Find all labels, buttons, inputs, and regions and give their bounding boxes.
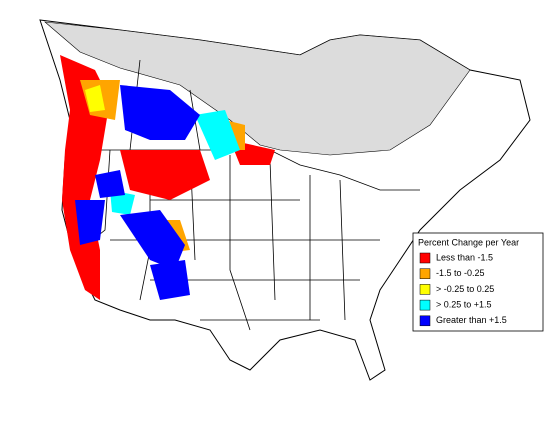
data-patches: [60, 55, 275, 300]
legend-box: [412, 232, 544, 332]
patch: [95, 170, 125, 198]
legend-swatch: [419, 268, 431, 279]
legend: Percent Change per Year Less than -1.5 -1…: [412, 232, 544, 332]
patch: [75, 200, 105, 245]
patch: [85, 85, 105, 112]
patch: [120, 210, 185, 270]
legend-swatch: [419, 299, 431, 311]
legend-swatch: [419, 252, 431, 264]
legend-label: > -0.25 to 0.25: [436, 284, 494, 294]
legend-swatch: [419, 284, 431, 295]
northern-region: [44, 21, 471, 156]
patch: [110, 190, 135, 215]
patch: [120, 85, 200, 140]
legend-label: Less than -1.5: [436, 252, 493, 262]
legend-swatch: [419, 315, 431, 327]
patch: [150, 260, 190, 300]
patch: [120, 150, 210, 200]
legend-title: Percent Change per Year: [418, 237, 519, 247]
legend-label: Greater than +1.5: [436, 315, 507, 325]
legend-label: -1.5 to -0.25: [436, 268, 485, 278]
legend-label: > 0.25 to +1.5: [436, 299, 492, 309]
patch: [195, 110, 240, 160]
